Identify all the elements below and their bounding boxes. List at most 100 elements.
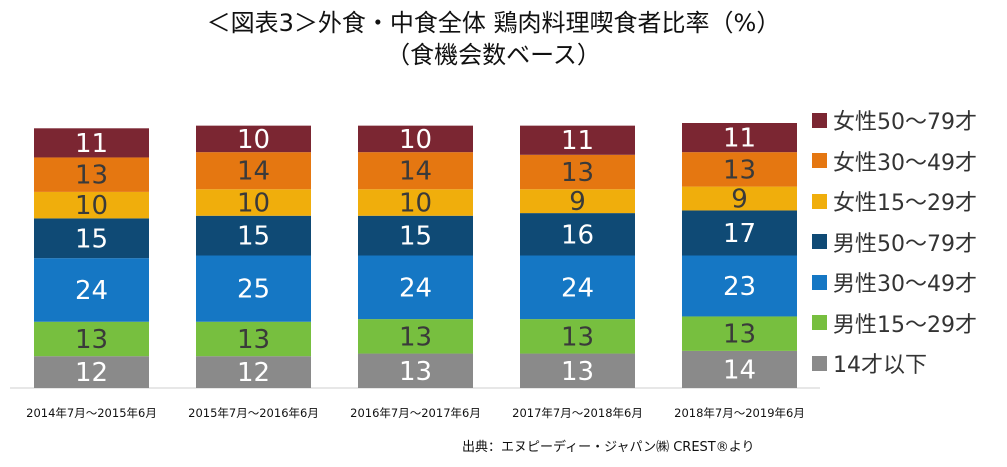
bar-segment — [682, 152, 797, 187]
bar-segment — [682, 316, 797, 351]
bar-segment — [358, 152, 473, 190]
data-label: 13 — [237, 325, 270, 355]
legend-label: 女性15～29才 — [833, 191, 977, 217]
bar-segment — [520, 255, 635, 320]
data-label: 16 — [561, 220, 594, 250]
bar-segment — [196, 125, 311, 153]
x-tick-label: 2015年7月～2016年6月 — [188, 406, 319, 420]
bar-segment — [682, 123, 797, 153]
bar-segment — [196, 356, 311, 388]
legend-swatch — [812, 153, 827, 169]
data-label: 13 — [561, 158, 594, 188]
data-label: 24 — [561, 273, 594, 303]
legend-item: 女性50～79才 — [812, 100, 1007, 141]
chart-legend: 女性50～79才 女性30～49才 女性15～29才 男性50～79才 男性30～49才… — [812, 100, 1007, 384]
data-label: 10 — [237, 189, 270, 219]
bar-segment — [682, 350, 797, 388]
bar-segment — [34, 191, 149, 219]
data-label: 11 — [723, 124, 756, 154]
bar-segment — [682, 255, 797, 317]
data-label: 13 — [75, 325, 108, 355]
x-tick-label: 2017年7月～2018年6月 — [512, 406, 643, 420]
data-label: 24 — [75, 276, 108, 306]
bar-segment — [34, 157, 149, 192]
data-label: 11 — [561, 126, 594, 156]
legend-item: 男性30～49才 — [812, 262, 1007, 303]
bar-segment — [520, 154, 635, 190]
data-label: 9 — [731, 185, 748, 215]
data-label: 10 — [399, 189, 432, 219]
data-label: 24 — [399, 273, 432, 303]
data-label: 17 — [723, 219, 756, 249]
bar-segment — [358, 125, 473, 153]
bar-segment — [682, 186, 797, 211]
data-label: 13 — [723, 155, 756, 185]
source-note: 出典：エヌピーディー・ジャパン㈱ CREST®より — [462, 440, 755, 455]
data-label: 13 — [75, 161, 108, 191]
bar-segment — [196, 255, 311, 322]
bar-segment — [196, 215, 311, 256]
data-label: 12 — [75, 358, 108, 388]
legend-label: 女性30～49才 — [833, 150, 977, 176]
data-label: 23 — [723, 272, 756, 302]
bar-segment — [520, 319, 635, 354]
legend-swatch — [812, 112, 827, 128]
bar-segment — [358, 255, 473, 320]
bar-segment — [520, 125, 635, 155]
bar-segment — [34, 258, 149, 322]
bar-segment — [196, 152, 311, 190]
legend-swatch — [812, 193, 827, 209]
legend-label: 男性30～49才 — [833, 272, 977, 298]
data-label: 13 — [399, 322, 432, 352]
bar-segment — [358, 189, 473, 216]
data-label: 13 — [561, 357, 594, 387]
bar-segment — [520, 213, 635, 256]
data-label: 13 — [399, 357, 432, 387]
bar-segment — [520, 189, 635, 214]
data-label: 10 — [399, 125, 432, 155]
bar-segment — [358, 353, 473, 388]
data-label: 25 — [237, 275, 270, 305]
bar-segment — [34, 321, 149, 357]
legend-label: 女性50～79才 — [833, 110, 977, 136]
x-tick-label: 2014年7月～2015年6月 — [26, 406, 157, 420]
bar-segment — [196, 321, 311, 357]
legend-swatch — [812, 315, 827, 331]
data-label: 14 — [399, 157, 432, 187]
legend-item: 男性15～29才 — [812, 303, 1007, 344]
data-label: 15 — [75, 224, 108, 254]
x-tick-label: 2016年7月～2017年6月 — [350, 406, 481, 420]
data-label: 12 — [237, 358, 270, 388]
data-label: 14 — [237, 157, 270, 187]
legend-swatch — [812, 355, 827, 371]
legend-swatch — [812, 274, 827, 290]
chart-subtitle: （食機会数ベース） — [386, 41, 601, 69]
bar-segment — [520, 353, 635, 388]
x-tick-label: 2018年7月～2019年6月 — [674, 406, 805, 420]
data-label: 10 — [75, 191, 108, 221]
legend-label: 男性50～79才 — [833, 231, 977, 257]
data-label: 13 — [561, 322, 594, 352]
data-label: 15 — [399, 222, 432, 252]
legend-item: 女性30～49才 — [812, 141, 1007, 182]
bar-segment — [682, 210, 797, 256]
bar-segment — [196, 189, 311, 216]
data-label: 9 — [569, 187, 586, 217]
legend-label: 男性15～29才 — [833, 312, 977, 338]
chart-title: ＜図表3＞外食・中食全体 鶏肉料理喫食者比率（%） — [206, 9, 781, 37]
data-label: 15 — [237, 222, 270, 252]
data-label: 11 — [75, 129, 108, 159]
bar-segment — [358, 319, 473, 354]
legend-item: 女性15～29才 — [812, 181, 1007, 222]
bar-segment — [34, 356, 149, 388]
bar-segment — [34, 218, 149, 259]
bar-segment — [358, 215, 473, 256]
data-label: 13 — [723, 320, 756, 350]
data-label: 14 — [723, 355, 756, 385]
legend-item: 14才以下 — [812, 343, 1007, 384]
legend-label: 14才以下 — [833, 353, 927, 379]
legend-swatch — [812, 234, 827, 250]
bar-segment — [34, 128, 149, 158]
data-label: 10 — [237, 125, 270, 155]
